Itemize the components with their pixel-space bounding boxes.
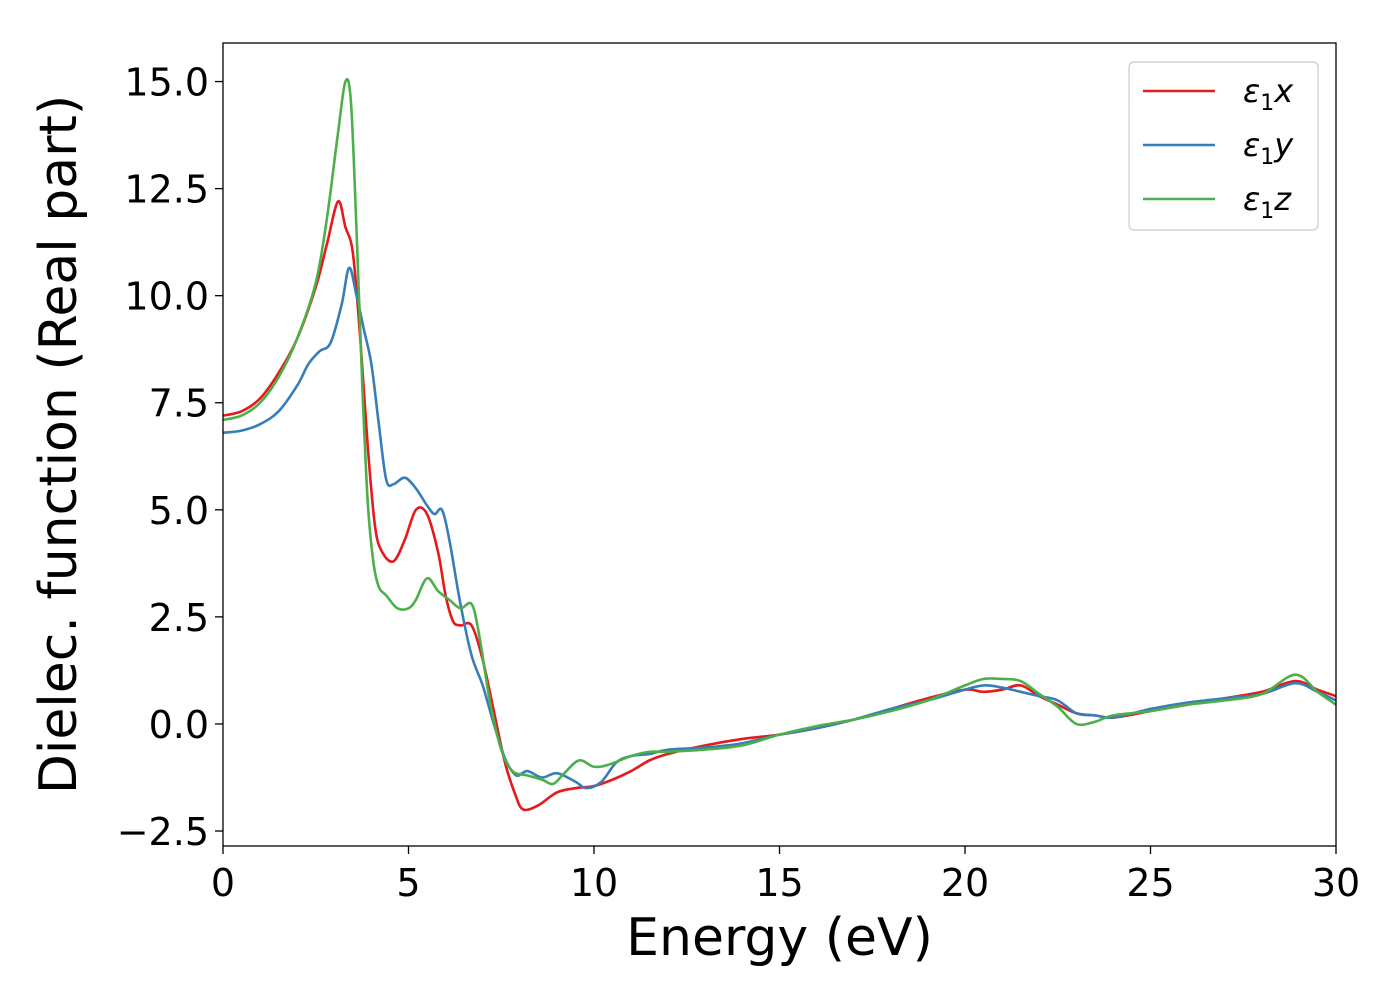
x-tick-label: 25 [1126,861,1174,905]
y-tick-label: −2.5 [117,810,209,854]
y-axis-title: Dielec. function (Real part) [29,95,89,794]
y-tick-label: 7.5 [149,382,209,426]
y-tick-label: 12.5 [124,168,209,212]
legend-subscript: 1 [1260,145,1274,170]
x-tick-label: 15 [755,861,803,905]
y-tick-label: 2.5 [149,596,209,640]
x-tick-label: 0 [211,861,235,905]
x-axis-title: Energy (eV) [626,908,933,968]
x-tick-label: 10 [570,861,618,905]
legend-subscript: 1 [1260,91,1274,116]
legend-label: ε1z [1243,180,1292,224]
y-tick-label: 15.0 [124,61,209,105]
legend-symbol: ε [1243,72,1260,110]
y-tick-label: 5.0 [149,489,209,533]
legend-variable: z [1273,180,1292,218]
legend-label: ε1y [1243,126,1294,170]
series-line-x [223,200,1336,812]
legend-label: ε1x [1243,72,1294,116]
y-axis: −2.5 0.0 2.5 5.0 7.5 10.0 12.5 15.0 [117,61,223,854]
series-line-y [223,266,1336,790]
series-layer [223,77,1336,812]
legend-symbol: ε [1243,180,1260,218]
legend-symbol: ε [1243,126,1260,164]
legend-variable: x [1273,72,1294,110]
x-tick-label: 5 [396,861,420,905]
x-tick-label: 30 [1312,861,1360,905]
series-line-z [223,77,1336,786]
x-axis: 0 5 10 15 20 25 30 [211,846,1360,905]
legend-box [1128,61,1319,231]
legend-variable: y [1273,126,1294,164]
x-tick-label: 20 [941,861,989,905]
legend-subscript: 1 [1260,199,1274,224]
y-tick-label: 0.0 [149,703,209,747]
y-tick-label: 10.0 [124,275,209,319]
